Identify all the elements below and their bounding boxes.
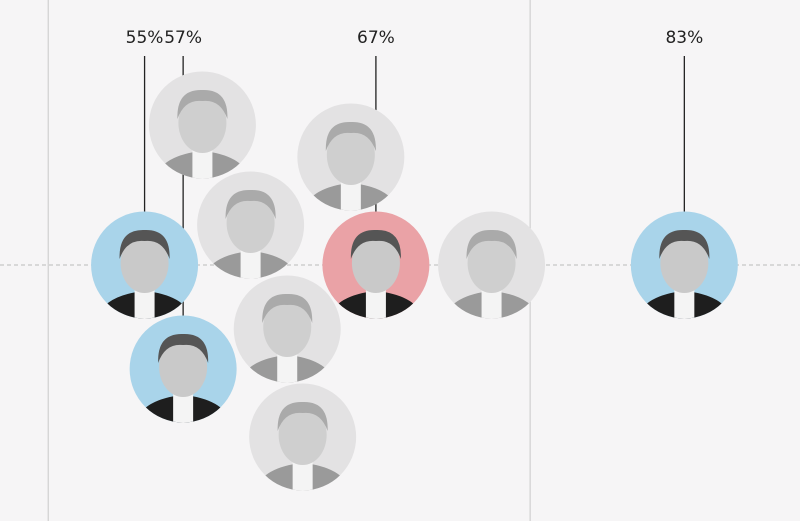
- value-label: 67%: [357, 28, 395, 48]
- president-marker: [129, 315, 237, 423]
- portrait-hair: [225, 189, 276, 219]
- portrait-face: [226, 193, 275, 253]
- portrait: [239, 293, 336, 383]
- portrait-collar: [292, 461, 313, 491]
- portrait-collar: [674, 289, 695, 319]
- portrait-hair: [158, 333, 209, 363]
- portrait-collar: [192, 149, 213, 179]
- portrait: [327, 229, 424, 319]
- president-marker: [297, 103, 405, 211]
- portrait: [154, 89, 251, 179]
- portrait-face: [159, 337, 208, 397]
- portrait: [443, 229, 540, 319]
- portrait: [202, 189, 299, 279]
- portrait-face: [467, 233, 516, 293]
- value-label: 83%: [665, 28, 703, 48]
- portrait-hair: [325, 121, 376, 151]
- portrait-face: [278, 405, 327, 465]
- president-marker: [197, 171, 305, 279]
- portrait-collar: [134, 289, 155, 319]
- portrait-hair: [277, 401, 328, 431]
- portrait-face: [178, 93, 227, 153]
- president-marker: [91, 211, 199, 319]
- portrait-face: [351, 233, 400, 293]
- portrait: [302, 121, 399, 211]
- president-marker: [322, 211, 430, 319]
- portrait: [135, 333, 232, 423]
- portrait-hair: [466, 229, 517, 259]
- portrait-collar: [277, 353, 298, 383]
- portrait-face: [120, 233, 169, 293]
- portrait-face: [660, 233, 709, 293]
- president-marker: [249, 383, 357, 491]
- portrait: [254, 401, 351, 491]
- portrait-collar: [365, 289, 386, 319]
- portrait-face: [326, 125, 375, 185]
- president-marker: [233, 275, 341, 383]
- portrait-hair: [659, 229, 710, 259]
- portrait-hair: [177, 89, 228, 119]
- portrait-collar: [240, 249, 261, 279]
- president-marker: [438, 211, 546, 319]
- portrait: [636, 229, 733, 319]
- portrait-collar: [481, 289, 502, 319]
- value-label: 57%: [164, 28, 202, 48]
- portrait-hair: [350, 229, 401, 259]
- portrait-hair: [119, 229, 170, 259]
- portrait-collar: [340, 181, 361, 211]
- value-label: 55%: [126, 28, 164, 48]
- president-marker: [630, 211, 738, 319]
- portrait-face: [263, 297, 312, 357]
- portrait: [96, 229, 193, 319]
- president-marker: [148, 71, 256, 179]
- portrait-collar: [173, 393, 194, 423]
- portrait-hair: [262, 293, 313, 323]
